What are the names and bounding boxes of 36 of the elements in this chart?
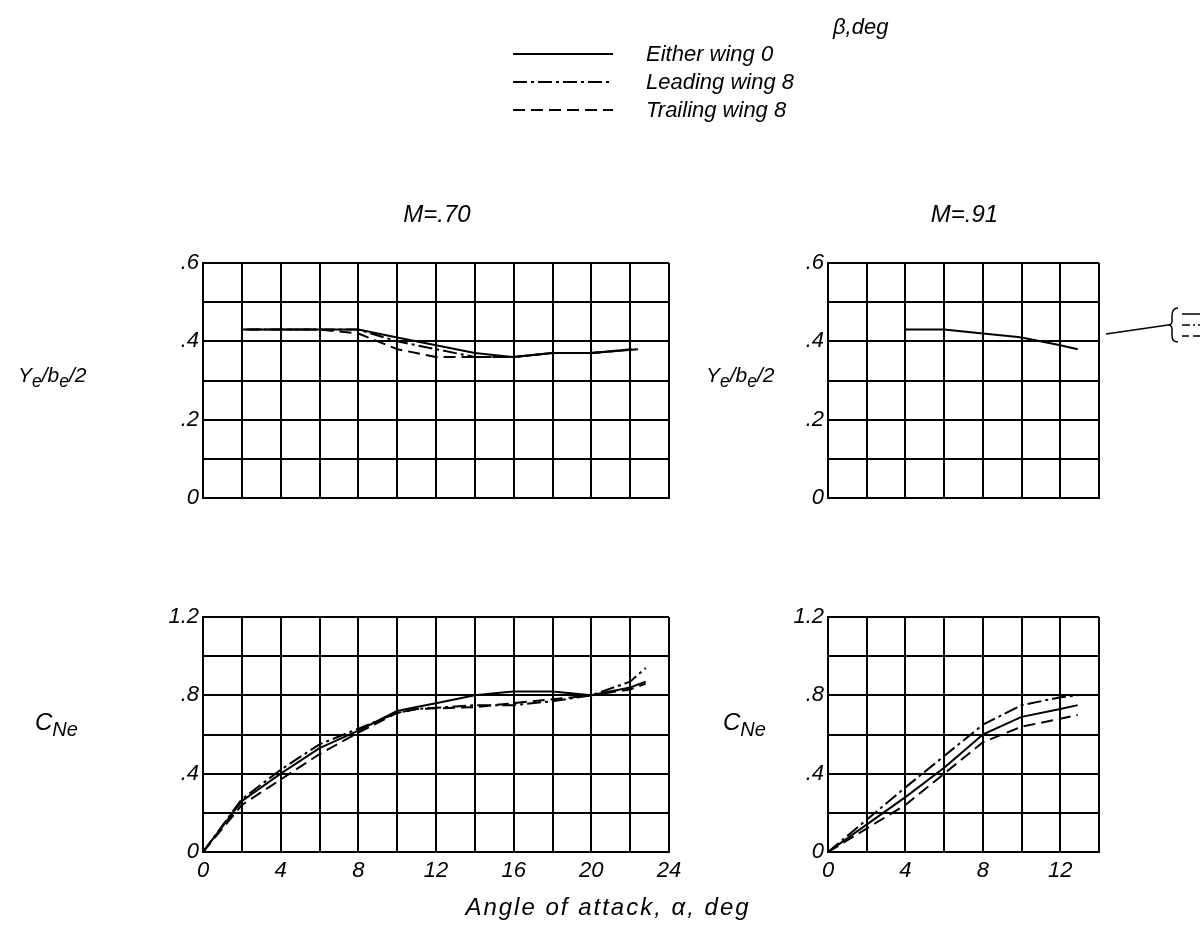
y-axis-title: C$_{Ne}$ (723, 708, 766, 741)
y-tick-label: 1.2 (793, 603, 824, 629)
x-tick-label: 12 (1048, 857, 1073, 883)
y-axis-title: C$_{Ne}$ (35, 708, 78, 741)
y-tick-label: .8 (805, 681, 825, 707)
y-tick-label: 0 (811, 838, 825, 864)
x-tick-label: 12 (423, 857, 449, 883)
y-axis-title: Y$_{e}$/b$_{e}$/2 (706, 363, 775, 393)
x-tick-label: 4 (274, 857, 287, 883)
x-tick-label: 20 (578, 857, 605, 883)
legend-title: β,deg (833, 14, 889, 40)
y-axis-title: Y$_{e}$/b$_{e}$/2 (18, 363, 87, 393)
x-tick-label: 8 (976, 857, 990, 883)
legend-label: Leading wing 8 (646, 69, 795, 95)
y-tick-label: .4 (805, 759, 824, 785)
y-tick-label: 0 (186, 838, 200, 864)
y-tick-label: .6 (805, 249, 825, 275)
chart-title: M=.70 (402, 200, 472, 228)
y-tick-label: 1.2 (168, 603, 199, 629)
y-tick-label: .2 (805, 405, 824, 431)
y-tick-label: .4 (180, 759, 199, 785)
y-tick-label: .2 (180, 405, 199, 431)
x-tick-label: 16 (501, 857, 527, 883)
x-axis-title: Angle of attack, α, deg (463, 893, 752, 921)
y-tick-label: .4 (180, 327, 199, 353)
y-tick-label: 0 (186, 484, 200, 510)
y-tick-label: 0 (811, 484, 825, 510)
y-tick-label: .8 (180, 681, 200, 707)
y-tick-label: .6 (180, 249, 200, 275)
chart-title: M=.91 (929, 200, 1000, 228)
x-tick-label: 8 (352, 857, 366, 883)
y-tick-label: .4 (805, 327, 824, 353)
legend-label: Trailing wing 8 (646, 97, 787, 123)
x-tick-label: 4 (899, 857, 912, 883)
legend-label: Either wing 0 (646, 41, 774, 67)
x-tick-label: 24 (655, 857, 682, 883)
